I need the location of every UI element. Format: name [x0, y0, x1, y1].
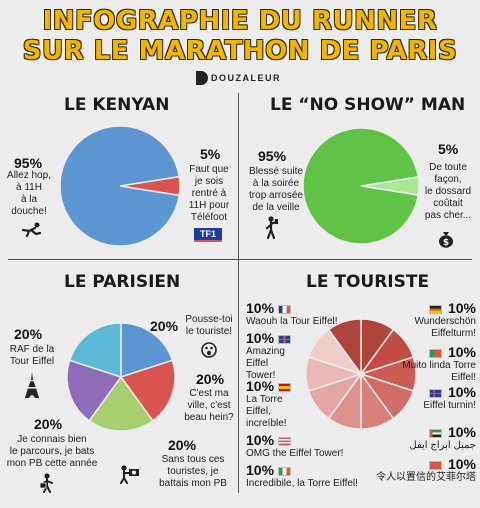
touriste-fr: 10% Waouh la Tour Eiffel! — [246, 300, 338, 327]
title-line-1: INFOGRAPHIE DU RUNNER — [42, 6, 438, 36]
parisien-2-pct: 20% — [196, 371, 225, 387]
svg-text:$: $ — [443, 238, 449, 248]
parisien-4-text: Je connais bien le parcours, je bats mon… — [6, 434, 98, 469]
touriste-de: 10% Wunderschön Eiffelturm! — [414, 300, 476, 339]
flag-it-icon — [278, 466, 292, 476]
kenyan-title: LE KENYAN — [64, 95, 170, 115]
flag-fr-icon — [278, 304, 292, 314]
parisien-slice-1 — [120, 322, 174, 379]
title-line-2: SUR LE MARATHON DE PARIS — [22, 36, 458, 66]
touriste-es: 10% La Torre Eiffel, increíble! — [246, 378, 326, 430]
kenyan-slice-2 — [59, 125, 181, 247]
noshow-title: LE “NO SHOW” MAN — [270, 95, 466, 115]
brand-mark-icon — [196, 71, 208, 85]
runner-bib-icon — [39, 473, 53, 493]
touriste-cn: 10% 令人以置信的艾菲尔塔 — [376, 456, 476, 483]
parisien-2-text: C'est ma ville, c'est beau hein? — [184, 388, 234, 423]
parisien-slice-4 — [66, 359, 123, 422]
noshow-slice-2 — [302, 127, 420, 245]
noshow-5-text: De toute façon, le dossard coûtait pas c… — [424, 162, 472, 221]
parisien-4-pct: 20% — [34, 416, 63, 432]
parisien-1-text: Pousse-toi le touriste! — [185, 314, 233, 337]
touriste-title: LE TOURISTE — [306, 272, 430, 292]
parisien-1-pct: 20% — [150, 318, 179, 334]
parisien-slice-2 — [119, 359, 176, 422]
parisien-title: LE PARISIEN — [64, 272, 181, 292]
kenyan-5-pct: 5% — [200, 146, 221, 162]
flag-pt-icon — [428, 348, 442, 358]
eiffel-tower-icon — [25, 372, 39, 398]
runner-icon — [21, 222, 42, 238]
parisien-3-pct: 20% — [168, 437, 197, 453]
noshow-95-pct: 95% — [258, 148, 287, 164]
touriste-slice-10 — [327, 318, 362, 377]
kenyan-5-text: Faut que je sois rentré à 11H pour Téléf… — [188, 164, 230, 223]
horizontal-divider — [8, 259, 472, 260]
flag-de-icon — [428, 304, 442, 314]
drinking-man-icon — [265, 216, 278, 240]
vertical-divider — [238, 93, 239, 493]
flag-ae-icon — [428, 428, 442, 438]
brand-logo: DOUZALEUR — [196, 71, 281, 85]
kenyan-pie-chart — [59, 125, 181, 247]
flag-gb-icon — [278, 334, 292, 344]
brand-name: DOUZALEUR — [211, 73, 281, 83]
parisien-slice-5 — [68, 322, 122, 379]
touriste-pie-chart — [305, 318, 417, 430]
noshow-pie-chart — [302, 127, 420, 245]
parisien-5-pct: 20% — [14, 326, 43, 342]
parisien-5-text: RAF de la Tour Eiffel — [9, 344, 55, 367]
touriste-ae: 10% جميل ابراج ايفل — [409, 424, 476, 451]
touriste-it: 10% Incredibile, la Torre Eiffel! — [246, 462, 358, 489]
money-bag-icon: $ — [439, 232, 453, 248]
noshow-95-text: Blessé suite à la soirée trop arrosée de… — [249, 166, 303, 213]
parisien-3-text: Sans tous ces touristes, je battais mon … — [159, 454, 227, 489]
flag-cn-icon — [428, 460, 442, 470]
touriste-is: 10% Eiffel turnin! — [423, 384, 476, 411]
parisien-pie-chart — [66, 322, 176, 432]
flag-es-icon — [278, 382, 292, 392]
tourist-camera-icon — [120, 465, 139, 484]
kenyan-95-text: Allez hop, à 11H à la douche! — [7, 170, 51, 217]
tf1-logo-icon: TF1 — [194, 228, 222, 242]
flag-us-icon — [278, 436, 292, 446]
parisien-slice-3 — [88, 375, 154, 432]
shocked-face-icon — [201, 342, 217, 358]
kenyan-95-pct: 95% — [14, 155, 43, 171]
touriste-us: 10% OMG the Eiffel Tower! — [246, 432, 344, 459]
touriste-gb: 10% Amazing Eiffel Tower! — [246, 330, 326, 382]
noshow-5-pct: 5% — [438, 141, 459, 157]
touriste-pt: 10% Muito linda Torre Eiffel! — [402, 344, 476, 383]
flag-is-icon — [428, 388, 442, 398]
